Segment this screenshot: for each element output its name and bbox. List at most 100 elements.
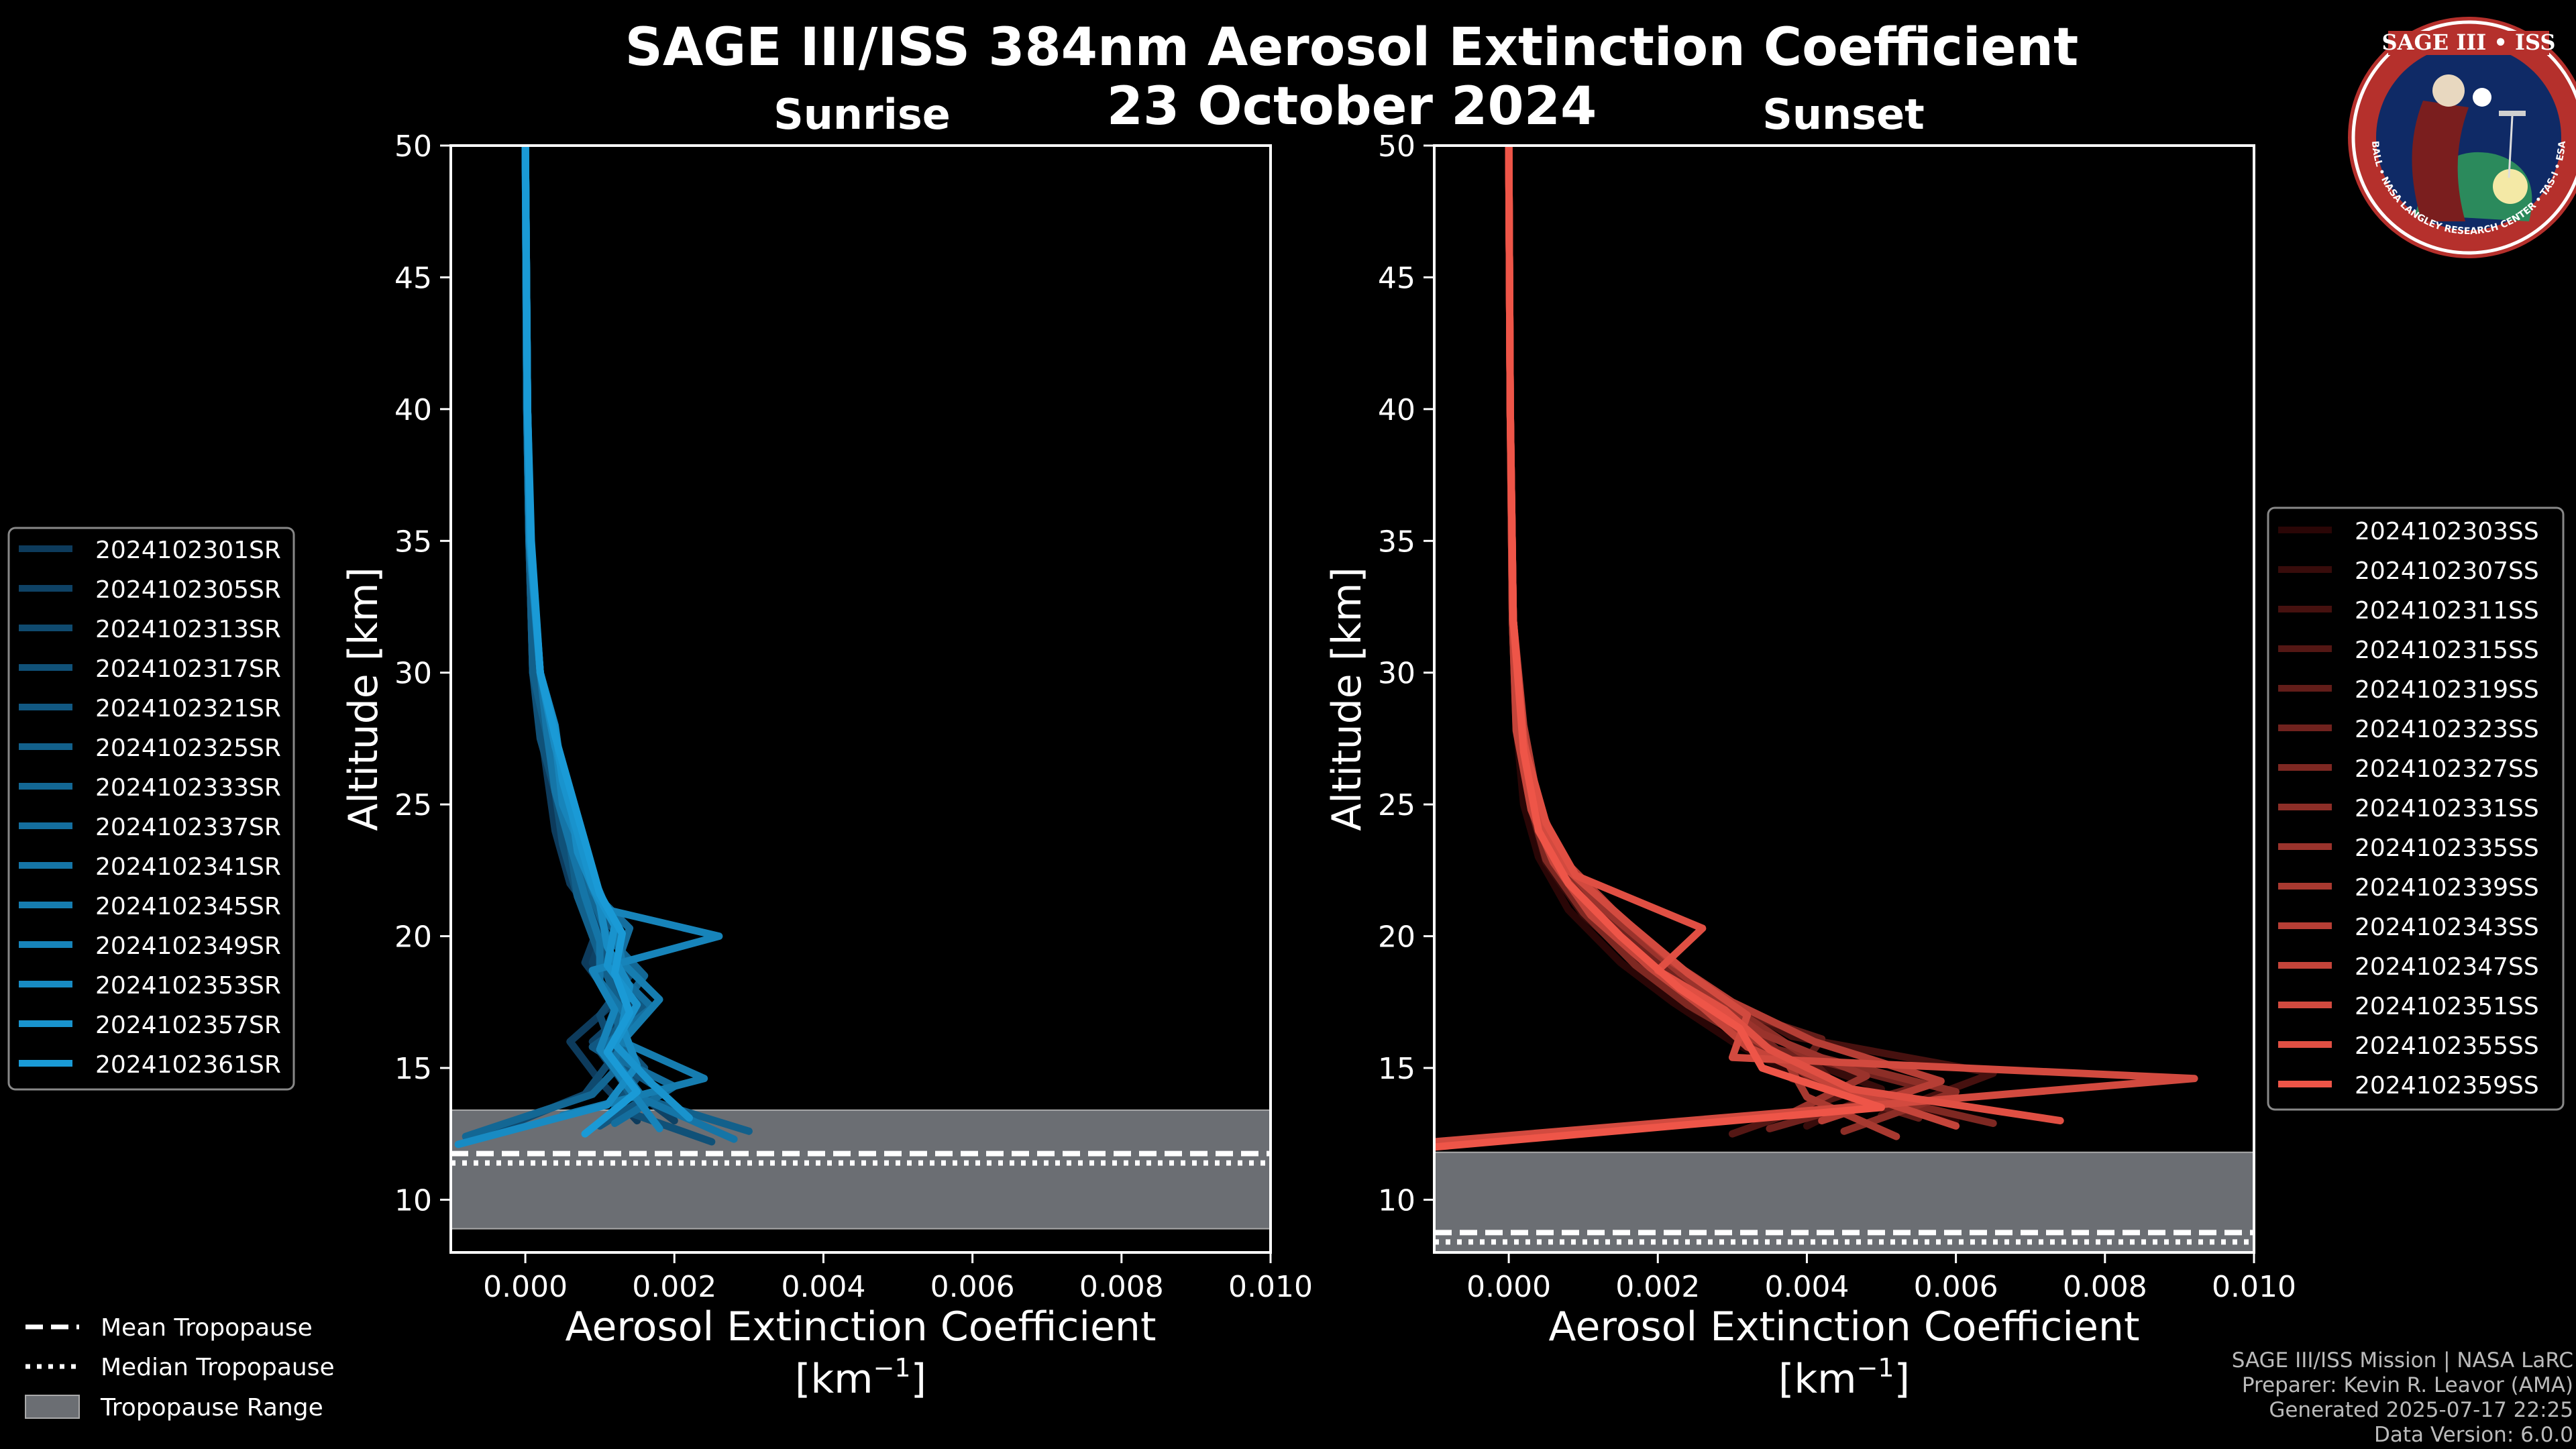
logo-light-ray (2508, 115, 2514, 178)
sunrise-legend-label: 2024102321SR (95, 695, 281, 722)
sunset-legend-label: 2024102359SS (2355, 1072, 2539, 1099)
sunrise-legend-label: 2024102337SR (95, 814, 281, 841)
tropopause-range-legend-swatch (25, 1395, 80, 1419)
sunrise-legend-label: 2024102357SR (95, 1012, 281, 1039)
sunrise-y-tick-label: 45 (394, 261, 432, 295)
sunset-x-tick-label: 0.002 (1615, 1270, 1700, 1304)
sunset-y-tick-label: 25 (1378, 788, 1415, 822)
sunset-profile-lines (1434, 146, 2198, 1151)
sunset-panel-title: Sunset (1762, 90, 1925, 139)
sunrise-legend-label: 2024102301SR (95, 537, 281, 564)
sunrise-legend-label: 2024102349SR (95, 932, 281, 960)
sunrise-y-tick-label: 50 (394, 129, 432, 164)
sunset-y-tick-label: 50 (1378, 129, 1415, 164)
sunrise-y-tick-label: 40 (394, 393, 432, 427)
sunrise-plot-area (451, 146, 1271, 1252)
sunrise-x-axis-units: [km−1] (795, 1353, 926, 1403)
sunset-x-tick-label: 0.000 (1466, 1270, 1551, 1304)
sunset-y-tick-label: 15 (1378, 1052, 1415, 1086)
sunrise-x-tick-label: 0.010 (1228, 1270, 1313, 1304)
sunrise-legend-label: 2024102345SR (95, 893, 281, 920)
logo-figure-head (2432, 74, 2465, 107)
sunset-x-tick-label: 0.008 (2063, 1270, 2147, 1304)
credit-data-version: Data Version: 6.0.0 (2374, 1423, 2573, 1447)
sunrise-series-2024102361SR (521, 146, 641, 1138)
sunset-y-tick-label: 40 (1378, 393, 1415, 427)
sunset-y-tick-label: 10 (1378, 1183, 1415, 1218)
sunset-legend-label: 2024102327SS (2355, 755, 2539, 783)
sunrise-x-tick-label: 0.000 (483, 1270, 568, 1304)
sunset-y-tick-label: 20 (1378, 920, 1415, 955)
sage-iii-iss-mission-logo: SAGE III • ISS BALL • NASA LANGLEY RESEA… (2348, 17, 2576, 258)
sunset-y-tick-label: 45 (1378, 261, 1415, 295)
sunrise-y-tick-label: 35 (394, 525, 432, 559)
credit-mission: SAGE III/ISS Mission | NASA LaRC (2232, 1348, 2573, 1373)
sunrise-legend-label: 2024102325SR (95, 735, 281, 762)
sunset-legend-label: 2024102355SS (2355, 1032, 2539, 1060)
figure-title: SAGE III/ISS 384nm Aerosol Extinction Co… (625, 17, 2079, 78)
logo-title-text: SAGE III • ISS (2382, 30, 2556, 55)
sunset-y-tick-label: 30 (1378, 657, 1415, 691)
sunset-x-axis-units: [km−1] (1778, 1353, 1910, 1403)
sunrise-x-axis-label: Aerosol Extinction Coefficient (566, 1303, 1157, 1350)
sunset-y-axis-label: Altitude [km] (1324, 567, 1371, 831)
tropopause-legend: Mean Tropopause Median Tropopause Tropop… (25, 1314, 335, 1421)
sunset-x-tick-label: 0.006 (1914, 1270, 1998, 1304)
logo-sun (2493, 169, 2528, 204)
sunset-series-2024102359SS (1434, 146, 1885, 1151)
sunrise-legend: 2024102301SR 2024102305SR 2024102313SR 2024… (7, 527, 295, 1091)
sunrise-y-tick-label: 20 (394, 920, 432, 955)
tropopause-range-legend-label: Tropopause Range (100, 1394, 323, 1421)
sunset-legend-label: 2024102307SS (2355, 557, 2539, 585)
sunset-legend-label: 2024102335SS (2355, 835, 2539, 862)
sunrise-legend-label: 2024102333SR (95, 774, 281, 802)
sunset-legend-label: 2024102347SS (2355, 953, 2539, 981)
sunset-legend-label: 2024102315SS (2355, 637, 2539, 664)
sunrise-tropopause-layer (450, 1109, 1271, 1230)
logo-banner (2388, 31, 2549, 55)
sunrise-ticks: 0.000 0.002 0.004 0.006 0.008 0.010 10 15 20 25 30… (394, 129, 1313, 1304)
credit-preparer: Preparer: Kevin R. Leavor (AMA) (2242, 1373, 2573, 1397)
sunset-tropopause-range-band (1434, 1151, 2255, 1253)
mean-tropopause-legend-label: Mean Tropopause (101, 1314, 313, 1342)
logo-ring-border (2351, 20, 2576, 255)
sunrise-x-tick-label: 0.004 (781, 1270, 865, 1304)
sunrise-panel-title: Sunrise (773, 90, 951, 139)
sunset-tropopause-layer (1434, 1151, 2255, 1253)
sunrise-legend-label: 2024102313SR (95, 616, 281, 643)
sunset-x-axis-label: Aerosol Extinction Coefficient (1549, 1303, 2140, 1350)
sunrise-tropopause-range-band (450, 1109, 1271, 1230)
sunrise-y-axis-label: Altitude [km] (340, 567, 387, 831)
sunrise-y-tick-label: 30 (394, 657, 432, 691)
sunrise-y-tick-label: 10 (394, 1183, 432, 1218)
sunrise-legend-label: 2024102353SR (95, 972, 281, 1000)
sunrise-y-tick-label: 25 (394, 788, 432, 822)
sunrise-legend-label: 2024102341SR (95, 853, 281, 881)
sunset-legend-label: 2024102351SS (2355, 993, 2539, 1020)
sunset-x-tick-label: 0.004 (1764, 1270, 1849, 1304)
sunset-legend-box (2267, 506, 2565, 1111)
sunset-legend-label: 2024102331SS (2355, 795, 2539, 822)
sunrise-legend-box (7, 527, 295, 1091)
sunset-legend-label: 2024102303SS (2355, 518, 2539, 545)
sunset-legend-label: 2024102323SS (2355, 716, 2539, 743)
sunrise-legend-label: 2024102317SR (95, 655, 281, 683)
sunrise-x-tick-label: 0.002 (632, 1270, 716, 1304)
sunset-legend-label: 2024102339SS (2355, 874, 2539, 902)
sunrise-x-tick-label: 0.006 (930, 1270, 1015, 1304)
sunset-legend-label: 2024102311SS (2355, 597, 2539, 625)
sunset-axes-frame (1433, 144, 2255, 1254)
sunrise-legend-label: 2024102305SR (95, 576, 281, 604)
logo-figure-robe (2412, 101, 2469, 221)
median-tropopause-legend-label: Median Tropopause (101, 1354, 335, 1381)
sunset-legend-label: 2024102319SS (2355, 676, 2539, 704)
credit-generated: Generated 2025-07-17 22:25 (2269, 1398, 2573, 1422)
sunrise-y-tick-label: 15 (394, 1052, 432, 1086)
logo-moon (2473, 88, 2491, 107)
sunset-ticks: 0.000 0.002 0.004 0.006 0.008 0.010 10 15 20 25 30… (1378, 129, 2296, 1304)
figure-subtitle-date: 23 October 2024 (1107, 76, 1597, 137)
sunrise-profile-lines (454, 146, 753, 1148)
sunrise-axes: 0.000 0.002 0.004 0.006 0.008 0.010 10 15 20 25 30… (394, 129, 1313, 1304)
logo-space-station (2499, 111, 2526, 116)
